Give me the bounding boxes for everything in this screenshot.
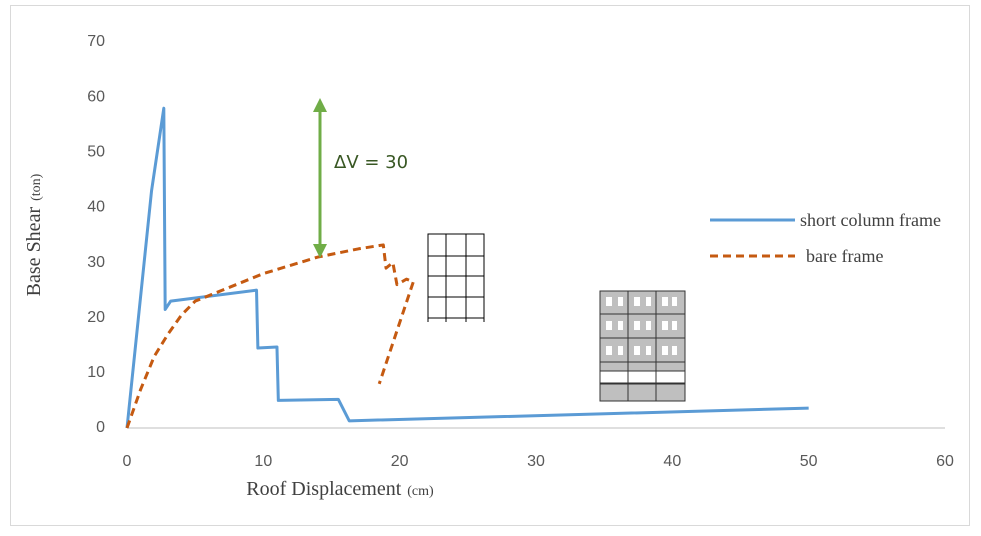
y-tick-label: 20 <box>87 309 105 326</box>
y-tick-label: 30 <box>87 254 105 271</box>
x-label-text: Roof Displacement <box>246 478 401 500</box>
x-tick-label: 60 <box>936 453 954 470</box>
infilled-frame-icon <box>600 291 685 401</box>
x-tick-label: 30 <box>527 453 545 470</box>
y-tick-label: 40 <box>87 199 105 216</box>
x-tick-label: 40 <box>663 453 681 470</box>
x-tick-label: 50 <box>800 453 818 470</box>
x-tick-label: 10 <box>254 453 272 470</box>
y-label-unit: (ton) <box>29 173 44 201</box>
chart: Roof Displacement (cm) Base Shear (ton) 0 1… <box>0 0 981 536</box>
y-tick-label: 10 <box>87 364 105 381</box>
annotation-text: ΔV = 30 <box>334 152 408 173</box>
x-label-unit: (cm) <box>407 484 434 499</box>
y-label-text: Base Shear <box>23 207 45 297</box>
y-tick-label: 0 <box>96 419 105 436</box>
x-tick-label: 0 <box>123 453 132 470</box>
legend-label: bare frame <box>806 246 883 266</box>
x-tick-label: 20 <box>391 453 409 470</box>
y-tick-label: 70 <box>87 33 105 50</box>
y-tick-label: 60 <box>87 88 105 105</box>
legend-label: short column frame <box>800 210 941 230</box>
y-tick-label: 50 <box>87 144 105 161</box>
